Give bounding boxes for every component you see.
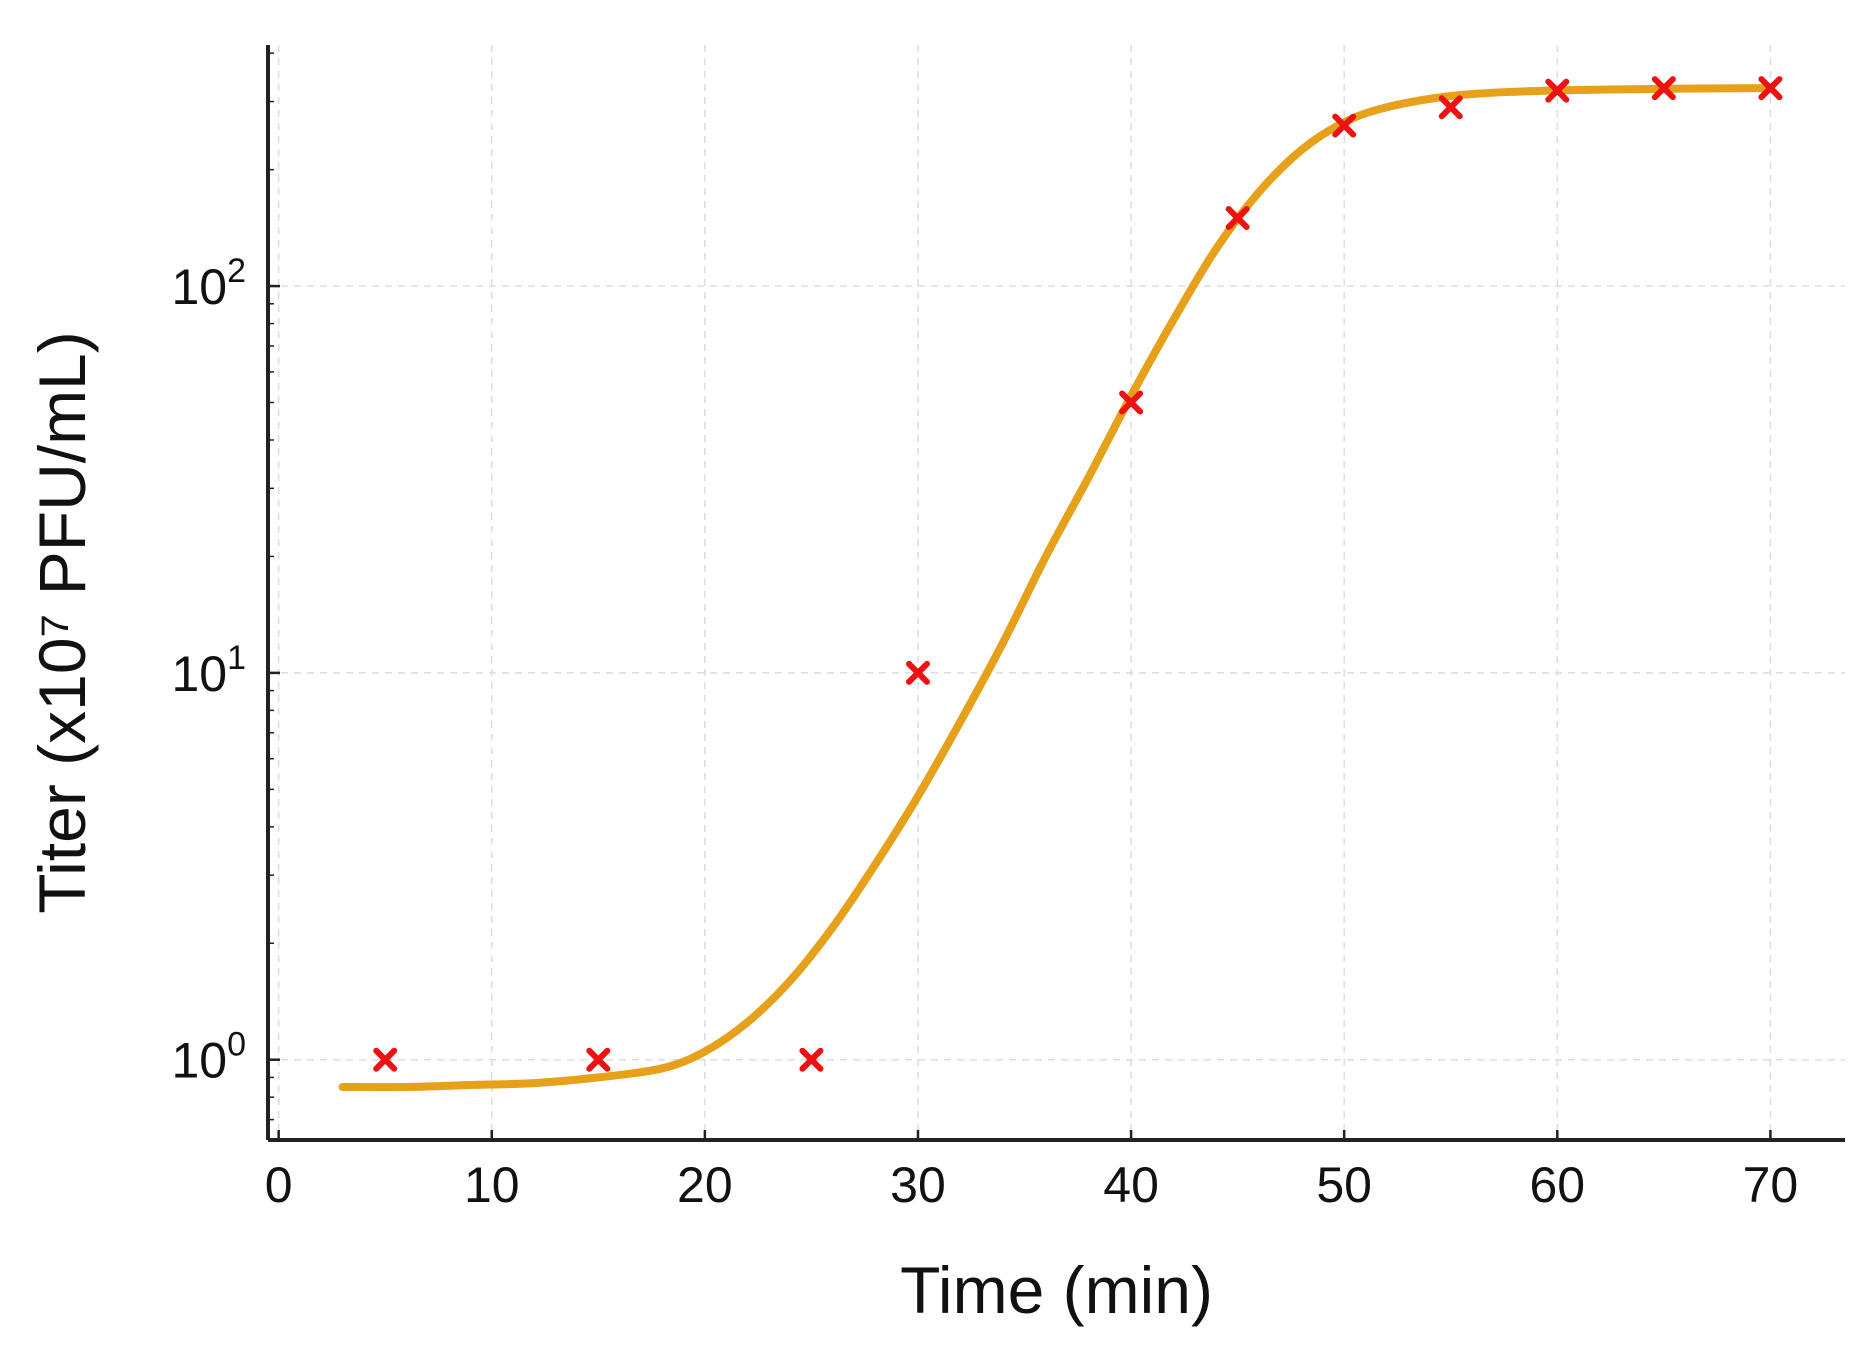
- data-point: [1332, 113, 1357, 138]
- y-tick-label: 100: [171, 1026, 246, 1089]
- y-axis-ticks: 100 101 102: [171, 52, 280, 1121]
- data-point: [905, 660, 930, 685]
- data-point: [1225, 205, 1250, 230]
- y-tick-label: 101: [171, 639, 246, 702]
- data-point: [799, 1047, 824, 1072]
- x-tick-label: 0: [265, 1157, 293, 1213]
- data-point: [586, 1047, 611, 1072]
- x-tick-label: 50: [1316, 1157, 1372, 1213]
- y-axis-title: Titer (x10⁷ PFU/mL): [25, 331, 99, 914]
- fitted-curve-path: [338, 84, 1775, 1092]
- x-tick-label: 40: [1103, 1157, 1159, 1213]
- grid: [268, 45, 1845, 1140]
- data-point: [373, 1047, 398, 1072]
- x-tick-label: 10: [464, 1157, 520, 1213]
- data-point: [1758, 76, 1783, 101]
- x-axis-title: Time (min): [900, 1253, 1213, 1327]
- data-points: [373, 76, 1783, 1072]
- data-point: [1438, 95, 1463, 120]
- x-tick-label: 60: [1529, 1157, 1585, 1213]
- data-point: [1651, 76, 1676, 101]
- fitted-curve: [338, 84, 1775, 1092]
- x-tick-label: 30: [890, 1157, 946, 1213]
- y-tick-label: 102: [171, 252, 246, 315]
- data-point: [1119, 390, 1144, 415]
- x-axis-ticks: 0 10 20 30 40 50 60 70: [265, 1130, 1798, 1213]
- x-tick-label: 20: [677, 1157, 733, 1213]
- axes: [266, 45, 1845, 1142]
- data-point: [1545, 78, 1570, 103]
- x-tick-label: 70: [1743, 1157, 1799, 1213]
